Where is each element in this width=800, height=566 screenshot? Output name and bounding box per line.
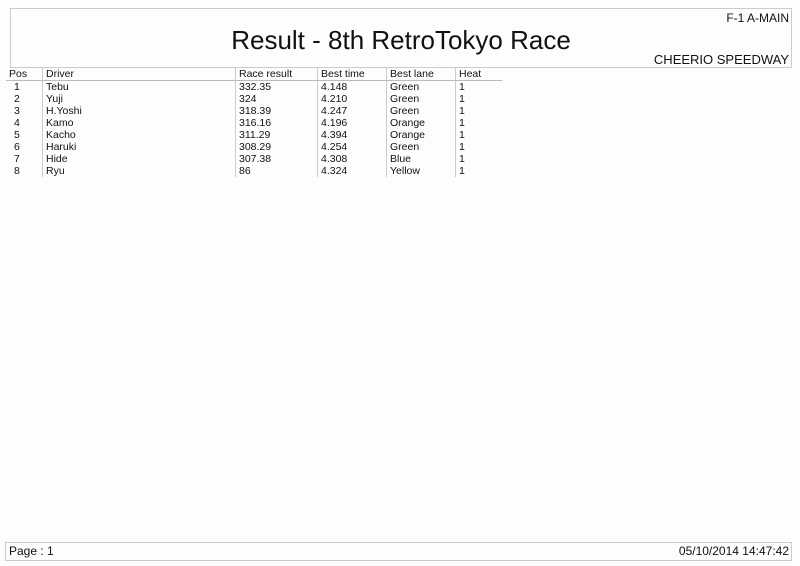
table-cell: Green [386,141,456,153]
table-cell: 1 [459,141,465,153]
table-cell: 4.148 [317,80,387,93]
table-cell: 4.394 [317,129,387,141]
table-cell: Hide [42,153,236,165]
header-box: F-1 A-MAIN Result - 8th RetroTokyo Race … [10,8,792,68]
table-cell: 1 [459,117,465,129]
table-cell: 1 [459,93,465,105]
table-cell: Green [386,80,456,93]
table-row: 8 Ryu 86 4.324 Yellow 1 [6,165,502,177]
table-row: 5 Kacho 311.29 4.394 Orange 1 [6,129,502,141]
table-row: 2 Yuji 324 4.210 Green 1 [6,93,502,105]
table-cell: Orange [386,117,456,129]
table-cell: Green [386,93,456,105]
page-title: Result - 8th RetroTokyo Race [231,25,571,55]
table-cell: 318.39 [235,105,318,117]
footer-box: Page : 1 05/10/2014 14:47:42 [5,542,792,561]
table-cell: 311.29 [235,129,318,141]
table-cell: 8 [6,165,43,177]
table-cell: H.Yoshi [42,105,236,117]
table-cell: 6 [6,141,43,153]
table-row: 1 Tebu 332.35 4.148 Green 1 [6,80,502,93]
table-cell: 332.35 [235,80,318,93]
table-cell: 4.247 [317,105,387,117]
page-number: Page : 1 [9,544,54,558]
table-row: 3 H.Yoshi 318.39 4.247 Green 1 [6,105,502,117]
column-header: Race result [235,68,318,81]
column-header: Best lane [386,68,456,81]
column-header: Heat [455,68,502,81]
table-row: 6 Haruki 308.29 4.254 Green 1 [6,141,502,153]
column-header: Driver [42,68,236,81]
table-cell: 3 [6,105,43,117]
table-row: 4 Kamo 316.16 4.196 Orange 1 [6,117,502,129]
table-cell: 4.324 [317,165,387,177]
table-cell: Yuji [42,93,236,105]
table-cell: Tebu [42,80,236,93]
table-cell: 4.308 [317,153,387,165]
table-cell: 86 [235,165,318,177]
column-header: Best time [317,68,387,81]
results-table: Pos Driver Race result Best time Best lane He… [6,68,502,177]
table-cell: 1 [459,105,465,117]
table-cell: 1 [459,165,465,177]
table-cell: 4.210 [317,93,387,105]
table-cell: 1 [6,80,43,93]
print-datetime: 05/10/2014 14:47:42 [678,544,789,558]
table-cell: 307.38 [235,153,318,165]
table-row: 7 Hide 307.38 4.308 Blue 1 [6,153,502,165]
table-cell: 4.254 [317,141,387,153]
table-cell: 324 [235,93,318,105]
table-cell: Haruki [42,141,236,153]
table-cell: 4.196 [317,117,387,129]
table-cell: 1 [459,153,465,165]
race-class: F-1 A-MAIN [726,11,789,25]
table-cell: 1 [459,81,465,93]
table-cell: 2 [6,93,43,105]
table-cell: 5 [6,129,43,141]
table-cell: 316.16 [235,117,318,129]
table-cell: 308.29 [235,141,318,153]
table-cell: Kacho [42,129,236,141]
table-cell: 7 [6,153,43,165]
table-cell: Green [386,105,456,117]
table-cell: Orange [386,129,456,141]
table-cell: Kamo [42,117,236,129]
table-cell: 4 [6,117,43,129]
table-cell: Blue [386,153,456,165]
table-cell: Ryu [42,165,236,177]
table-cell: 1 [459,129,465,141]
table-cell: Yellow [386,165,456,177]
column-header: Pos [6,68,43,81]
venue: CHEERIO SPEEDWAY [653,52,789,67]
